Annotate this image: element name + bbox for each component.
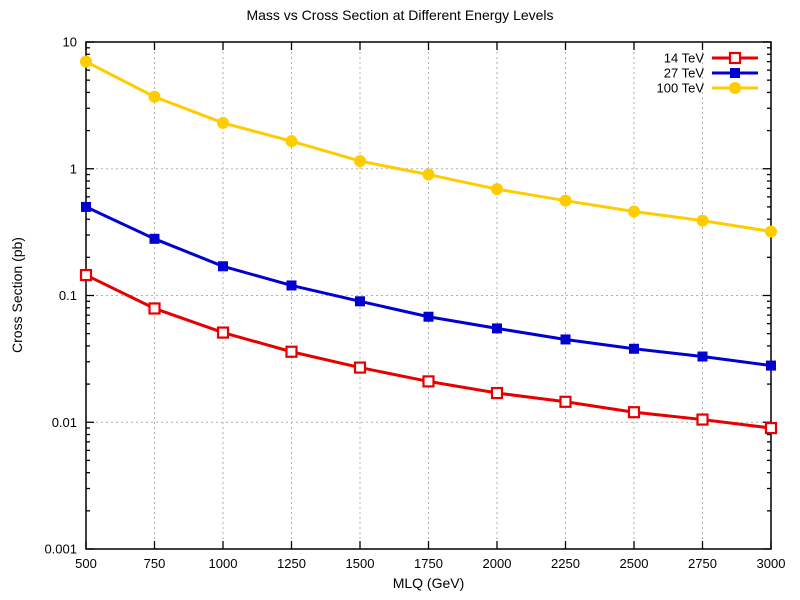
series-line [85, 205, 772, 368]
x-tick-label: 2750 [688, 556, 717, 571]
data-point-marker [422, 375, 435, 388]
series-100-tev [80, 55, 777, 238]
data-point-marker [560, 334, 571, 345]
data-point-marker [559, 194, 572, 207]
data-point-marker [285, 135, 298, 148]
series-27-tev [81, 201, 776, 371]
data-point-marker [354, 155, 366, 168]
data-point-marker [353, 361, 367, 374]
y-tick-label: 0.001 [44, 542, 77, 557]
data-point-marker [492, 323, 502, 334]
x-tick-label: 1750 [414, 556, 443, 571]
data-point-marker [627, 406, 641, 419]
data-point-marker [629, 343, 639, 354]
data-point-marker [491, 183, 503, 196]
x-tick-label: 1500 [346, 556, 375, 571]
data-point-marker [286, 280, 297, 291]
data-point-marker [149, 233, 160, 244]
legend-item-14-tev: 14 TeV [664, 51, 758, 66]
x-tick-label: 1000 [209, 556, 238, 571]
y-tick-label: 0.1 [59, 288, 77, 303]
data-point-marker [490, 386, 504, 400]
data-point-marker [79, 268, 93, 282]
x-tick-label: 1250 [277, 556, 306, 571]
y-tick-label: 0.01 [52, 415, 77, 430]
data-point-marker [766, 360, 776, 371]
data-point-marker [628, 205, 640, 218]
legend-item-100-tev: 100 TeV [657, 81, 758, 96]
data-point-marker [81, 201, 91, 212]
data-point-marker [765, 225, 777, 238]
data-point-marker [730, 68, 740, 78]
data-point-marker [80, 55, 92, 68]
data-point-marker [148, 302, 161, 315]
x-tick-label: 750 [144, 556, 166, 571]
x-tick-label: 2500 [620, 556, 649, 571]
data-point-marker [217, 116, 229, 129]
data-point-marker [729, 82, 741, 94]
legend-label: 27 TeV [664, 66, 705, 81]
x-tick-label: 2000 [483, 556, 512, 571]
legend-item-27-tev: 27 TeV [664, 66, 758, 81]
data-point-marker [764, 421, 778, 435]
tick-labels: 500 750 1000 1250 1500 1750 2000 2250 2500 2750 30… [44, 35, 785, 572]
y-tick-label: 10 [63, 35, 77, 50]
data-point-marker [285, 345, 298, 358]
data-point-marker [728, 51, 742, 65]
data-point-marker [697, 351, 708, 362]
data-point-marker [696, 214, 709, 227]
x-tick-label: 500 [75, 556, 97, 571]
gridlines [86, 42, 771, 549]
x-tick-label: 2250 [551, 556, 580, 571]
data-point-marker [559, 395, 572, 408]
series-14-tev [79, 268, 778, 435]
data-point-marker [423, 311, 434, 322]
data-point-marker [422, 168, 435, 181]
legend-label: 14 TeV [664, 51, 705, 66]
y-tick-label: 1 [70, 161, 77, 176]
data-point-marker [696, 413, 709, 426]
x-tick-label: 3000 [757, 556, 786, 571]
legend-label: 100 TeV [657, 81, 705, 96]
chart-title: Mass vs Cross Section at Different Energ… [246, 7, 554, 23]
data-point-marker [216, 326, 230, 339]
data-point-marker [355, 296, 365, 307]
x-axis-label: MLQ (GeV) [392, 575, 465, 591]
data-point-marker [148, 90, 161, 103]
data-point-marker [218, 261, 228, 272]
